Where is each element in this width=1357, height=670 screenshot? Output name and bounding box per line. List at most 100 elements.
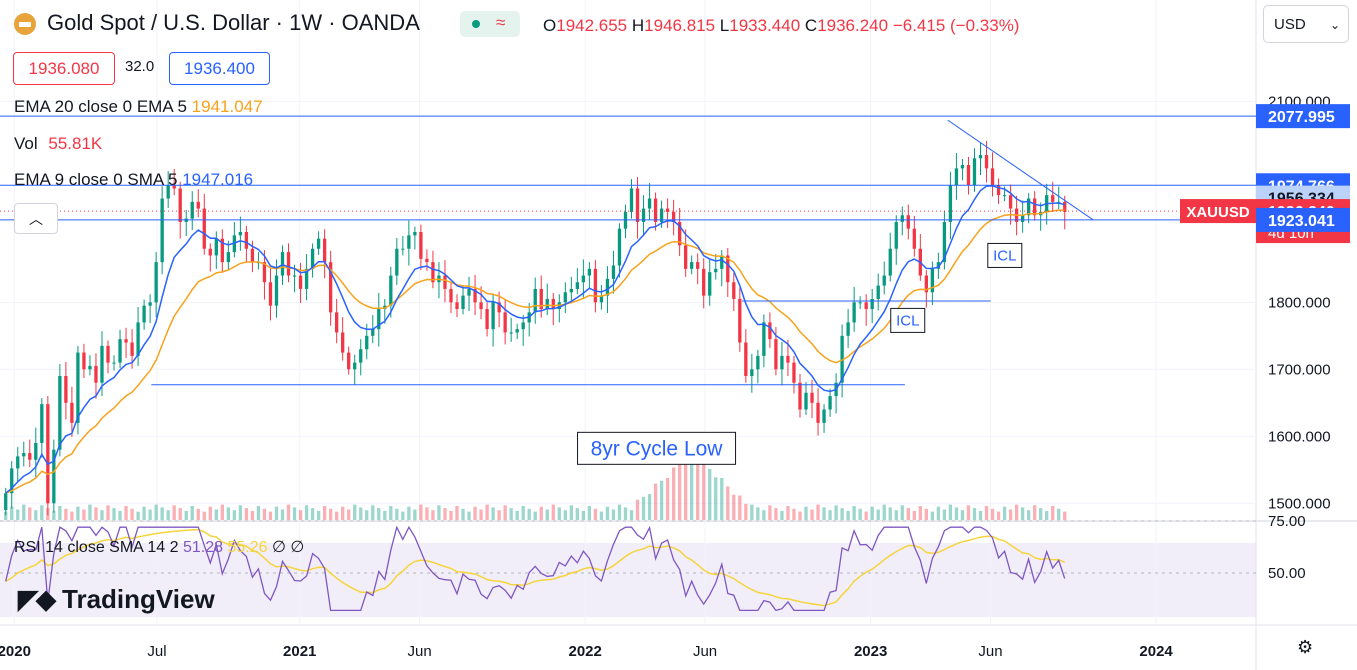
- volume-bar: [449, 510, 453, 520]
- rsi-sma-line: [5, 528, 1065, 607]
- volume-bar: [617, 504, 622, 520]
- volume-bar: [611, 509, 616, 520]
- volume-bar: [677, 464, 682, 520]
- annotation-text: ICL: [993, 248, 1016, 265]
- candle-body: [665, 208, 670, 212]
- candle-body: [503, 312, 507, 333]
- candle-body: [581, 275, 586, 283]
- rsi-line: [5, 525, 1066, 612]
- candle-body: [22, 453, 26, 457]
- tradingview-logo[interactable]: ◤◆ TradingView: [18, 584, 215, 615]
- volume-bar: [972, 508, 977, 520]
- symbol-title[interactable]: Gold Spot / U.S. Dollar · 1W · OANDA: [47, 10, 420, 35]
- volume-bar: [34, 510, 38, 520]
- rsi-legend[interactable]: RSI 14 close SMA 14 2 51.28 55.26 ∅ ∅: [14, 537, 304, 557]
- candle-body: [966, 165, 971, 186]
- volume-bar: [653, 483, 658, 520]
- candle-body: [497, 302, 501, 313]
- candle-body: [984, 154, 989, 169]
- candle-body: [1051, 195, 1055, 202]
- annotation-box: [987, 242, 1023, 268]
- annotation-box: [890, 307, 926, 333]
- volume-bar: [268, 511, 273, 520]
- trendline: [947, 119, 1094, 221]
- candle-body: [696, 262, 700, 269]
- candle-body: [954, 168, 959, 186]
- x-tick-label: 2024: [1139, 643, 1173, 660]
- candle-body: [371, 329, 375, 336]
- candle-body: [750, 369, 754, 376]
- candle-body: [1063, 201, 1067, 212]
- candle-body: [443, 275, 447, 289]
- volume-bar: [527, 508, 531, 520]
- volume-bar: [960, 510, 965, 520]
- volume-legend[interactable]: Vol 55.81K: [14, 134, 102, 154]
- volume-bar: [497, 510, 501, 520]
- volume-bar: [142, 506, 146, 520]
- market-status-badge[interactable]: ≈: [460, 11, 520, 37]
- volume-bar: [990, 508, 995, 520]
- volume-bar: [220, 504, 224, 520]
- market-open-dot-icon: [472, 20, 480, 28]
- candle-body: [515, 329, 519, 333]
- volume-bar: [726, 486, 730, 520]
- volume-bar: [118, 510, 122, 520]
- volume-bar: [166, 510, 170, 520]
- candle-body: [1020, 215, 1025, 222]
- volume-bar: [942, 509, 947, 520]
- volume-bar: [647, 494, 652, 520]
- volume-bar: [936, 506, 941, 520]
- sell-price-button[interactable]: 1936.080: [13, 52, 115, 85]
- volume-bar: [377, 508, 381, 520]
- volume-bar: [671, 467, 676, 520]
- ema20-legend[interactable]: EMA 20 close 0 EMA 5 1941.047: [14, 97, 263, 117]
- close-value: 1936.240: [817, 16, 889, 35]
- volume-bar: [383, 510, 387, 520]
- volume-bar: [816, 504, 820, 520]
- collapse-legend-button[interactable]: ︿: [14, 203, 58, 234]
- volume-bar: [846, 510, 850, 520]
- candle-body: [172, 185, 176, 189]
- volume-bar: [88, 504, 92, 520]
- candle-body: [533, 288, 537, 313]
- currency-select[interactable]: USD ⌄: [1263, 5, 1349, 43]
- candle-body: [1002, 195, 1007, 197]
- candle-body: [142, 305, 146, 323]
- ema20-line: [5, 209, 1065, 494]
- candle-body: [365, 335, 369, 350]
- volume-bar: [389, 506, 393, 520]
- volume-bar: [810, 509, 814, 520]
- candle-body: [268, 282, 273, 306]
- candle-body: [226, 252, 231, 263]
- ema9-legend[interactable]: EMA 9 close 0 SMA 5 1947.016: [14, 170, 253, 190]
- volume-bar: [966, 505, 971, 520]
- volume-bar: [262, 508, 267, 520]
- ema9-value: 1947.016: [182, 170, 254, 189]
- candle-body: [407, 235, 411, 249]
- gold-coin-icon: [14, 13, 36, 35]
- candle-body: [852, 302, 856, 323]
- annotation-text: 8yr Cycle Low: [591, 438, 724, 461]
- volume-bar: [948, 504, 953, 520]
- candle-body: [708, 272, 712, 296]
- candle-body: [461, 295, 465, 310]
- candle-body: [262, 262, 267, 283]
- volume-bar: [184, 510, 188, 520]
- candle-body: [214, 238, 218, 256]
- volume-bar: [485, 504, 489, 520]
- candle-body: [34, 442, 38, 460]
- volume-bar: [984, 506, 989, 520]
- candle-body: [28, 453, 32, 460]
- candle-body: [894, 221, 898, 249]
- volume-bar: [4, 511, 8, 520]
- volume-bar: [202, 511, 206, 520]
- currency-value: USD: [1274, 16, 1306, 33]
- candle-body: [593, 268, 598, 303]
- volume-bar: [280, 509, 285, 520]
- chart-settings-gear-icon[interactable]: ⚙: [1297, 637, 1314, 657]
- candle-body: [94, 365, 98, 383]
- buy-price-button[interactable]: 1936.400: [169, 52, 270, 85]
- candle-body: [82, 352, 86, 370]
- volume-bar: [804, 506, 808, 520]
